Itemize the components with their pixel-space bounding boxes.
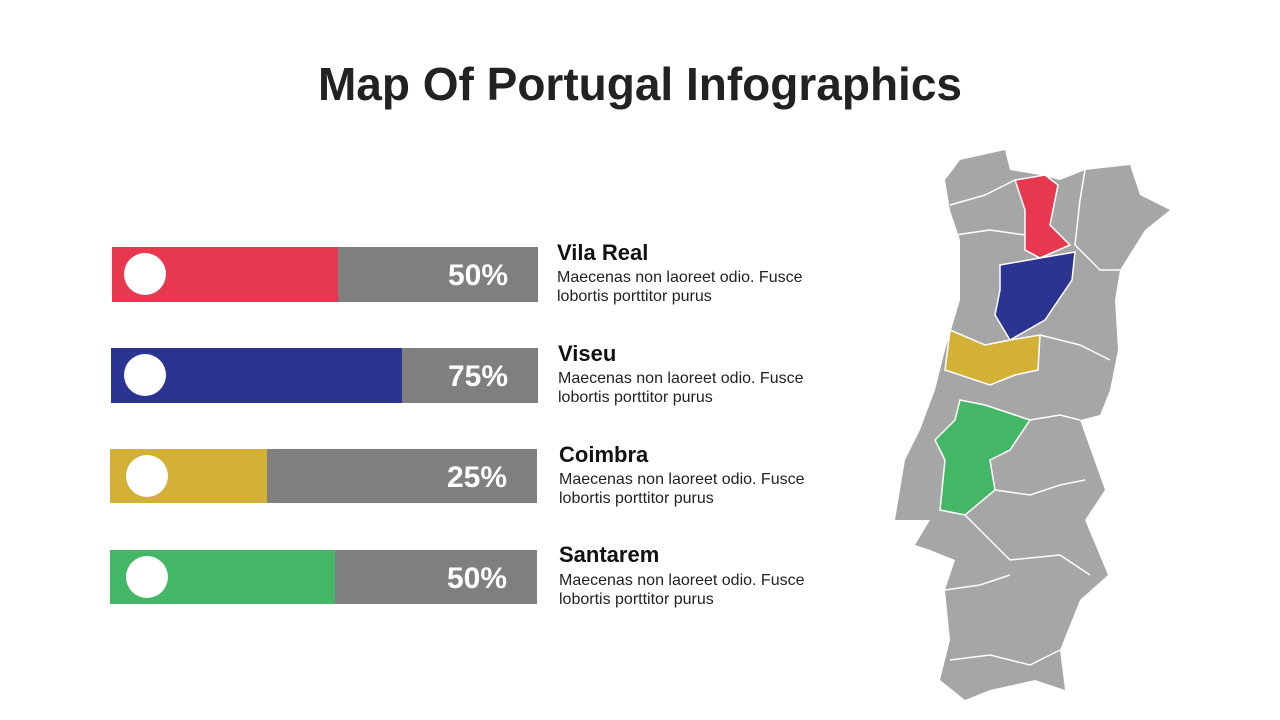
description: lobortis porttitor purus [558, 389, 713, 406]
description: lobortis porttitor purus [559, 591, 714, 608]
item: 75% Viseu Maecenas non laoreet odio. Fus… [111, 341, 804, 406]
circle [126, 556, 168, 598]
map-border [1029, 414, 1081, 421]
region-viseu [994, 251, 1076, 342]
description: Maecenas non laoreet odio. Fusce [559, 471, 805, 488]
percent: 50% [447, 562, 507, 595]
item: 50% Vila Real Maecenas non laoreet odio.… [112, 240, 803, 305]
region-name: Viseu [558, 341, 616, 366]
title: Map Of Portugal Infographics [318, 58, 962, 110]
region-name: Coimbra [559, 442, 649, 467]
percent: 25% [447, 461, 507, 494]
map-land [895, 150, 1170, 700]
percent: 50% [448, 259, 508, 292]
item: 25% Coimbra Maecenas non laoreet odio. F… [110, 442, 805, 507]
description: Maecenas non laoreet odio. Fusce [557, 269, 803, 286]
region-name: Vila Real [557, 240, 648, 265]
map-border [949, 179, 1016, 206]
map-border [994, 479, 1086, 496]
item: 50% Santarem Maecenas non laoreet odio. … [110, 542, 805, 608]
percent: 75% [448, 360, 508, 393]
circle [124, 354, 166, 396]
map-border [949, 649, 1061, 666]
description: lobortis porttitor purus [557, 288, 712, 305]
circle [124, 253, 166, 295]
map-border [1039, 334, 1111, 361]
map-border [944, 574, 1011, 591]
map-border [1074, 169, 1120, 271]
description: Maecenas non laoreet odio. Fusce [559, 572, 805, 589]
region-santarem [934, 399, 1032, 516]
portugal-map [895, 150, 1170, 700]
circle [126, 455, 168, 497]
map-border [954, 229, 1026, 236]
region-coimbra [944, 328, 1041, 386]
description: Maecenas non laoreet odio. Fusce [558, 370, 804, 387]
map-border [964, 514, 1091, 576]
region-name: Santarem [559, 542, 659, 567]
region-vila-real [1014, 174, 1072, 259]
description: lobortis porttitor purus [559, 490, 714, 507]
